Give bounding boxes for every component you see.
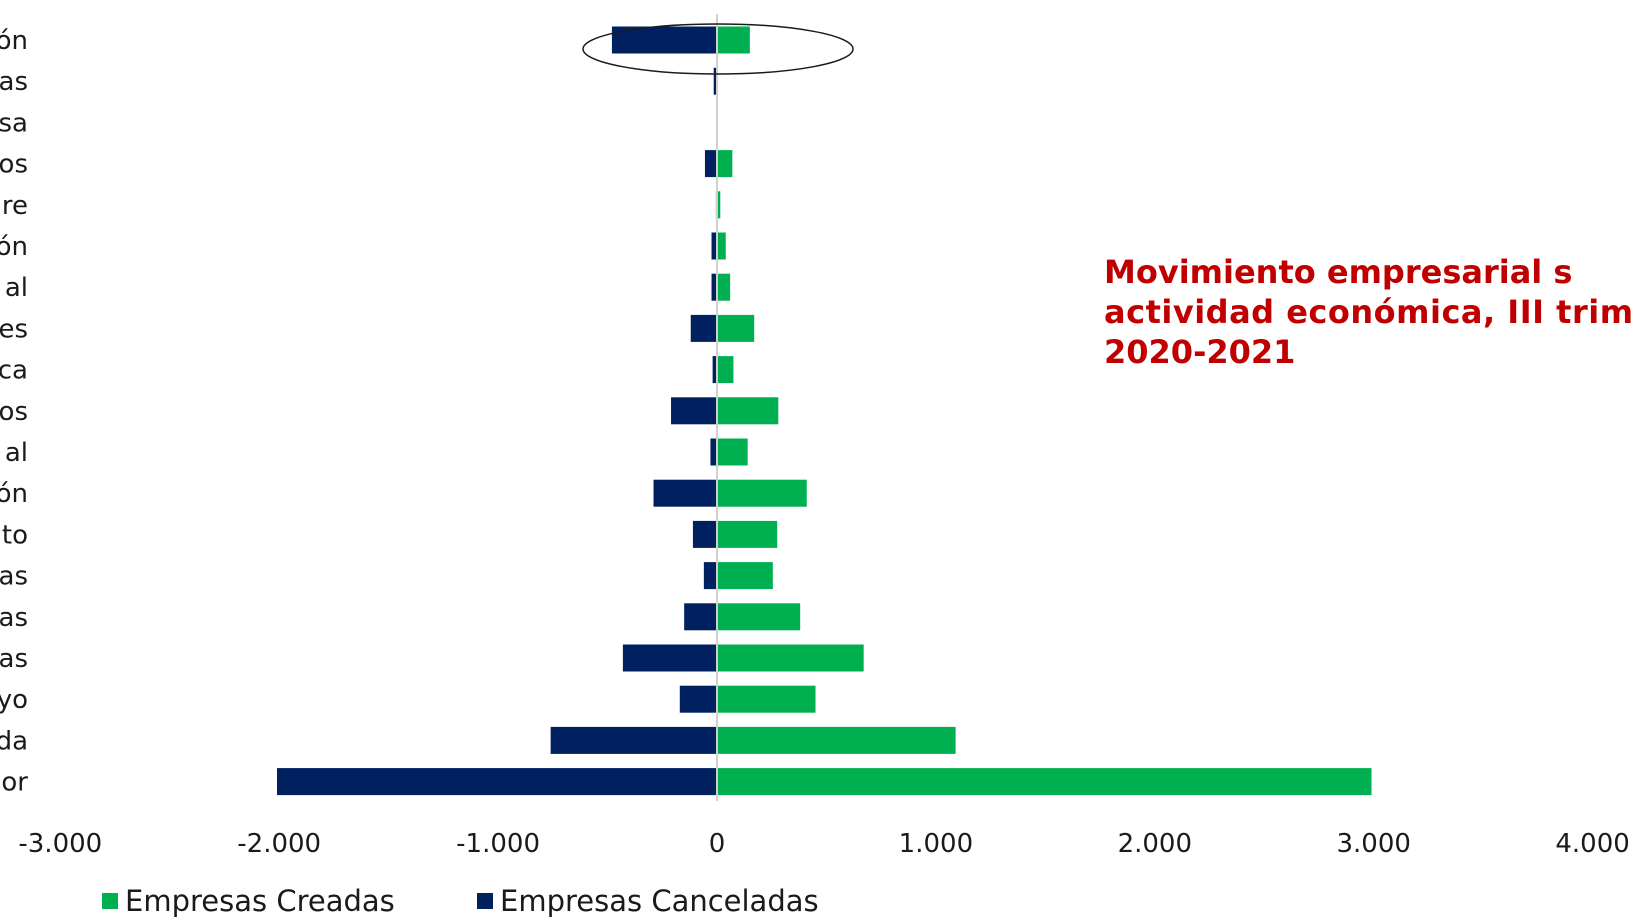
bar-canceladas-7 <box>690 314 717 342</box>
bar-canceladas-13 <box>703 562 717 590</box>
bar-canceladas-14 <box>684 603 717 631</box>
bar-creadas-11 <box>717 479 807 507</box>
bar-creadas-18 <box>717 768 1372 796</box>
bar-creadas-13 <box>717 562 773 590</box>
category-label-16: yo <box>0 685 28 715</box>
bar-canceladas-18 <box>277 768 717 796</box>
legend-label-0: Empresas Creadas <box>125 884 395 918</box>
x-axis-ticks: -3.000 -2.000 -1.000 0 1.000 2.000 3.000 4.000 <box>18 829 1629 859</box>
x-tick-label-7: 4.000 <box>1555 829 1629 859</box>
category-label-10: al <box>5 438 28 468</box>
legend: Empresas Creadas Empresas Canceladas <box>102 884 819 918</box>
category-label-15: as <box>0 644 28 674</box>
x-tick-label-3: 0 <box>709 829 726 859</box>
bar-canceladas-12 <box>692 520 717 548</box>
bar-canceladas-3 <box>704 150 717 178</box>
legend-label-1: Empresas Canceladas <box>500 884 819 918</box>
category-label-18: or <box>1 768 28 798</box>
x-tick-label-5: 2.000 <box>1118 829 1192 859</box>
bar-canceladas-1 <box>713 67 717 95</box>
bar-canceladas-16 <box>679 685 717 713</box>
bar-creadas-16 <box>717 685 816 713</box>
annotation-line-3: 2020-2021 <box>1104 333 1296 371</box>
category-label-3: os <box>0 150 28 180</box>
bar-canceladas-17 <box>550 726 717 754</box>
category-label-5: ón <box>0 232 28 262</box>
x-tick-label-6: 3.000 <box>1336 829 1410 859</box>
bar-creadas-14 <box>717 603 801 631</box>
category-label-1: as <box>0 67 28 97</box>
category-label-11: ón <box>0 479 28 509</box>
category-label-0: ón <box>0 26 28 56</box>
category-label-17: da <box>0 726 28 756</box>
x-tick-label-2: -1.000 <box>456 829 540 859</box>
x-tick-label-0: -3.000 <box>18 829 102 859</box>
bars-group <box>277 26 1372 796</box>
bar-creadas-5 <box>717 232 726 260</box>
bar-creadas-8 <box>717 356 734 384</box>
x-tick-label-4: 1.000 <box>899 829 973 859</box>
category-label-2: sa <box>0 108 28 138</box>
category-label-6: al <box>5 273 28 303</box>
bar-creadas-7 <box>717 314 755 342</box>
bar-canceladas-6 <box>711 273 717 301</box>
bar-canceladas-11 <box>653 479 717 507</box>
chart-annotation: Movimiento empresarial s actividad econó… <box>1104 252 1640 372</box>
bar-canceladas-9 <box>671 397 717 425</box>
bar-canceladas-5 <box>711 232 717 260</box>
x-tick-label-1: -2.000 <box>237 829 321 859</box>
bar-creadas-6 <box>717 273 731 301</box>
highlight-ellipse <box>582 23 854 75</box>
bar-creadas-0 <box>717 26 750 54</box>
category-label-8: ca <box>0 356 28 386</box>
annotation-line-2: actividad económica, III trim <box>1104 293 1634 331</box>
bar-creadas-9 <box>717 397 779 425</box>
bar-creadas-3 <box>717 150 733 178</box>
category-label-4: re <box>2 191 28 221</box>
bar-creadas-4 <box>717 191 721 219</box>
bar-creadas-10 <box>717 438 748 466</box>
category-labels: ón as sa os re ón al es ca os al ón to as as as yo da or <box>0 26 28 798</box>
bar-canceladas-15 <box>622 644 717 672</box>
bar-creadas-12 <box>717 520 778 548</box>
bar-canceladas-0 <box>611 26 717 54</box>
category-label-7: es <box>0 314 28 344</box>
bar-creadas-17 <box>717 726 956 754</box>
legend-swatch-1 <box>477 893 493 909</box>
bar-canceladas-8 <box>712 356 717 384</box>
bar-canceladas-10 <box>710 438 717 466</box>
category-label-9: os <box>0 397 28 427</box>
category-label-14: as <box>0 603 28 633</box>
bar-creadas-15 <box>717 644 864 672</box>
legend-swatch-0 <box>102 893 118 909</box>
category-label-13: as <box>0 562 28 592</box>
category-label-12: to <box>2 520 28 550</box>
annotation-line-1: Movimiento empresarial s <box>1104 253 1573 291</box>
